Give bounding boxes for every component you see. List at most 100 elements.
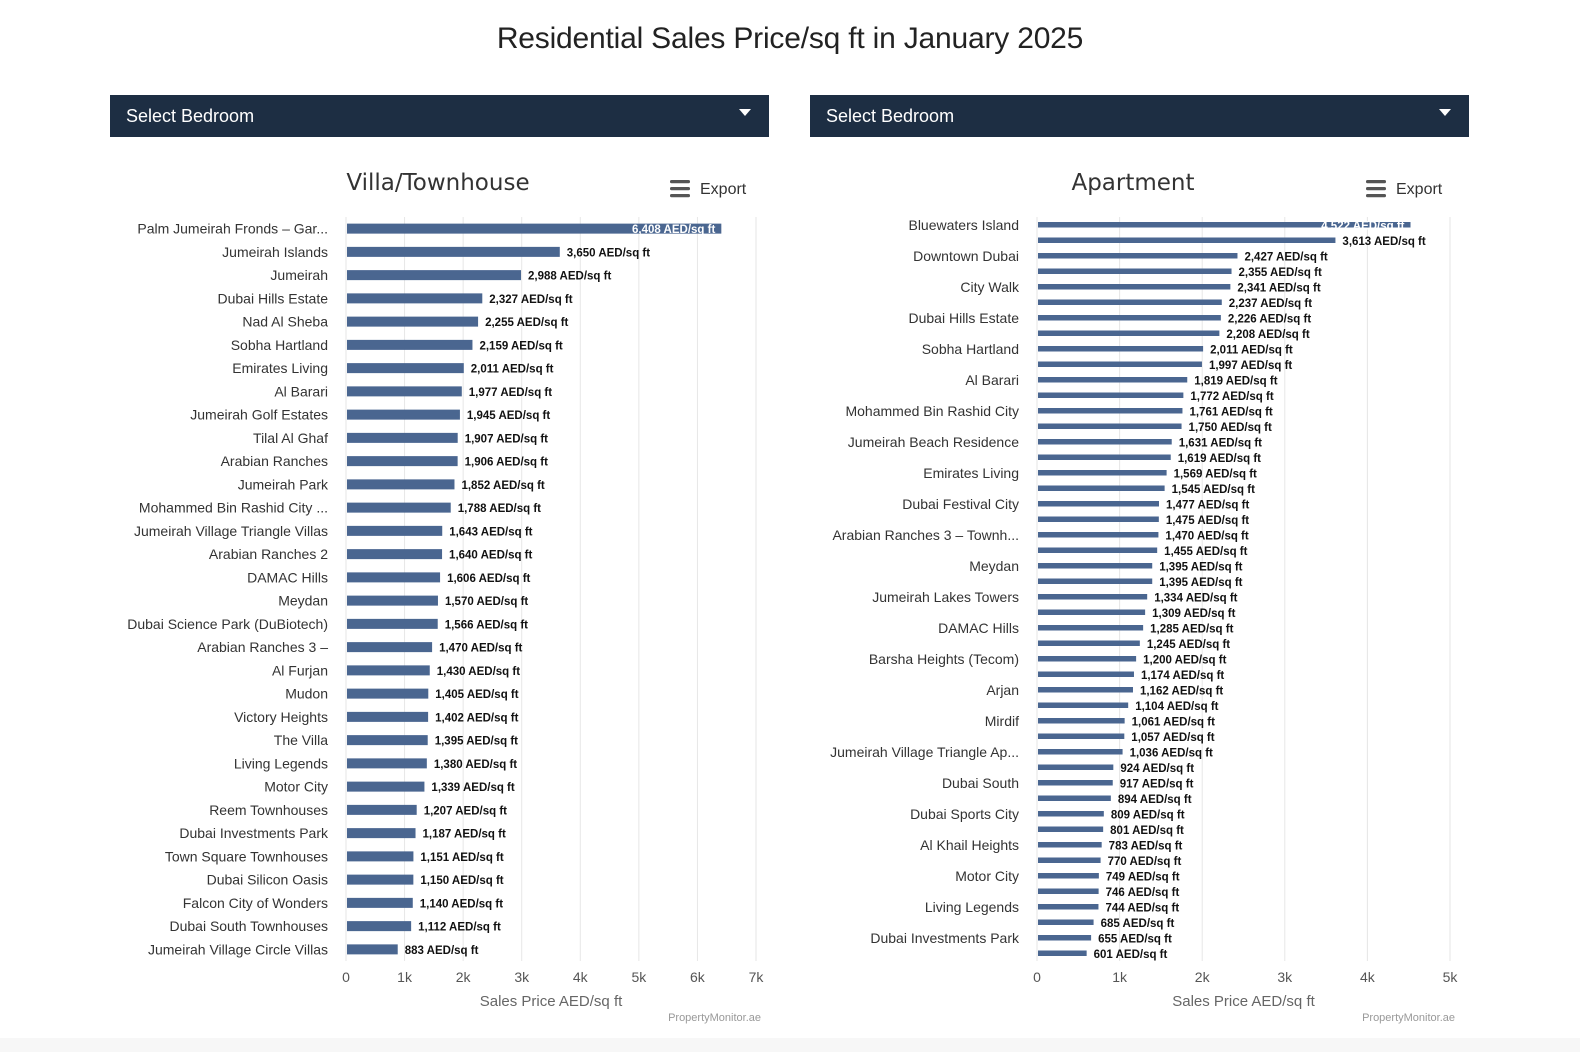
bar xyxy=(347,246,560,257)
category-label: Jumeirah Golf Estates xyxy=(190,407,328,423)
export-button[interactable]: Export xyxy=(670,180,747,198)
data-label: 1,470 AED/sq ft xyxy=(439,643,522,655)
data-label: 1,907 AED/sq ft xyxy=(465,433,548,445)
category-label: Town Square Townhouses xyxy=(165,848,328,864)
category-label: Jumeirah xyxy=(270,267,328,283)
category-label: Victory Heights xyxy=(234,709,328,725)
data-label: 4,522 AED/sq ft xyxy=(1321,220,1404,232)
bar xyxy=(347,828,416,839)
category-label: Dubai Hills Estate xyxy=(909,310,1020,326)
bar xyxy=(1038,888,1099,894)
data-label: 2,427 AED/sq ft xyxy=(1244,251,1327,263)
data-label: 685 AED/sq ft xyxy=(1101,918,1175,930)
x-tick-label: 1k xyxy=(397,969,413,985)
bar xyxy=(1038,749,1123,755)
bar xyxy=(1038,315,1221,321)
data-label: 2,226 AED/sq ft xyxy=(1228,313,1311,325)
bar xyxy=(347,479,455,490)
category-label: Dubai Investments Park xyxy=(870,930,1020,946)
bar xyxy=(347,595,438,606)
data-label: 601 AED/sq ft xyxy=(1094,949,1168,961)
bar xyxy=(1038,392,1184,398)
data-label: 1,309 AED/sq ft xyxy=(1152,608,1235,620)
category-label: Jumeirah Village Triangle Ap... xyxy=(830,744,1019,760)
category-label: DAMAC Hills xyxy=(247,569,328,585)
data-label: 1,772 AED/sq ft xyxy=(1190,391,1273,403)
category-label: Jumeirah Village Circle Villas xyxy=(148,941,328,957)
x-tick-label: 3k xyxy=(1277,969,1293,985)
category-label: Falcon City of Wonders xyxy=(183,895,328,911)
bar xyxy=(1038,377,1188,383)
x-axis-title: Sales Price AED/sq ft xyxy=(1172,993,1315,1010)
data-label: 1,640 AED/sq ft xyxy=(449,550,532,562)
category-label: Downtown Dubai xyxy=(913,248,1019,264)
page-title: Residential Sales Price/sq ft in January… xyxy=(496,22,1084,55)
credit-label: PropertyMonitor.ae xyxy=(668,1012,761,1024)
data-label: 894 AED/sq ft xyxy=(1118,794,1192,806)
bar xyxy=(1038,253,1238,259)
data-label: 746 AED/sq ft xyxy=(1106,887,1180,899)
bar xyxy=(1038,361,1202,367)
data-label: 2,011 AED/sq ft xyxy=(471,364,554,376)
bar xyxy=(1038,237,1336,243)
bar xyxy=(1038,826,1104,832)
category-label: Al Khail Heights xyxy=(920,837,1019,853)
category-label: Motor City xyxy=(264,779,328,795)
bar xyxy=(347,432,458,443)
category-label: Bluewaters Island xyxy=(908,217,1019,233)
bar xyxy=(1038,656,1137,662)
category-label: Arabian Ranches xyxy=(221,453,328,469)
bar xyxy=(347,851,414,862)
bar xyxy=(347,781,425,792)
data-label: 917 AED/sq ft xyxy=(1120,778,1194,790)
x-axis-title: Sales Price AED/sq ft xyxy=(480,993,623,1010)
category-label: Palm Jumeirah Fronds – Gar... xyxy=(137,221,328,237)
x-tick-label: 6k xyxy=(690,969,706,985)
hamburger-line xyxy=(670,194,690,198)
data-label: 1,477 AED/sq ft xyxy=(1166,499,1249,511)
data-label: 1,162 AED/sq ft xyxy=(1140,685,1223,697)
data-label: 770 AED/sq ft xyxy=(1108,856,1182,868)
x-tick-label: 7k xyxy=(749,969,765,985)
data-label: 744 AED/sq ft xyxy=(1105,902,1179,914)
category-label: Meydan xyxy=(969,558,1019,574)
category-label: Emirates Living xyxy=(923,465,1019,481)
data-label: 1,606 AED/sq ft xyxy=(447,573,530,585)
category-label: Dubai Festival City xyxy=(902,496,1019,512)
bar xyxy=(1038,764,1114,770)
bar xyxy=(347,944,398,955)
category-label: Reem Townhouses xyxy=(209,802,328,818)
bar xyxy=(1038,330,1220,336)
category-label: Motor City xyxy=(955,868,1019,884)
data-label: 2,341 AED/sq ft xyxy=(1237,282,1320,294)
export-button[interactable]: Export xyxy=(1366,180,1443,198)
category-label: DAMAC Hills xyxy=(938,620,1019,636)
data-label: 2,208 AED/sq ft xyxy=(1226,329,1309,341)
data-label: 2,159 AED/sq ft xyxy=(479,340,562,352)
category-label: Living Legends xyxy=(925,899,1019,915)
category-label: Arabian Ranches 2 xyxy=(209,546,328,562)
data-label: 883 AED/sq ft xyxy=(405,945,479,957)
x-tick-label: 0 xyxy=(342,969,350,985)
category-label: Al Barari xyxy=(274,383,328,399)
bar xyxy=(347,363,464,374)
bedroom-select-villa[interactable]: Select Bedroom xyxy=(110,95,769,137)
data-label: 924 AED/sq ft xyxy=(1120,763,1194,775)
category-label: Al Barari xyxy=(965,372,1019,388)
category-label: Arabian Ranches 3 – xyxy=(197,639,328,655)
category-label: Al Furjan xyxy=(272,662,328,678)
bar xyxy=(347,642,433,653)
category-label: Dubai Hills Estate xyxy=(218,290,329,306)
bar xyxy=(347,804,417,815)
bedroom-select-apartment[interactable]: Select Bedroom xyxy=(810,95,1469,137)
apartment-chart: Apartment Export 0 1k 2k 3k 4k 5k Sales Price AE… xyxy=(830,170,1458,1024)
bar xyxy=(1038,904,1099,910)
data-label: 801 AED/sq ft xyxy=(1110,825,1184,837)
bar xyxy=(347,270,522,281)
category-label: Mohammed Bin Rashid City xyxy=(845,403,1019,419)
bar xyxy=(1038,346,1204,352)
data-label: 2,355 AED/sq ft xyxy=(1239,267,1322,279)
data-label: 2,327 AED/sq ft xyxy=(489,294,572,306)
category-label: Jumeirah Village Triangle Villas xyxy=(134,523,328,539)
data-label: 1,112 AED/sq ft xyxy=(418,922,501,934)
